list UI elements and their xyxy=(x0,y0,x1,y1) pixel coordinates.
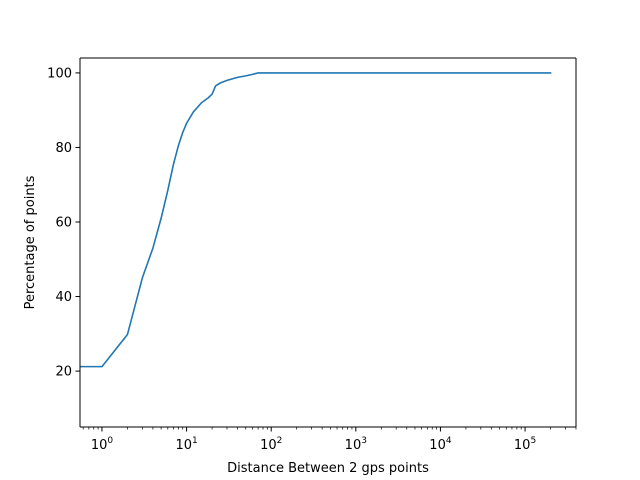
x-tick-label: 102 xyxy=(260,436,282,453)
y-tick-label: 60 xyxy=(55,216,72,231)
y-tick-label: 100 xyxy=(47,66,72,81)
x-tick-label: 104 xyxy=(429,436,452,453)
series-line-0 xyxy=(80,72,552,368)
y-axis-ticks: 20 40 60 80 100 xyxy=(47,66,80,380)
x-tick-label: 105 xyxy=(514,436,536,453)
y-tick-label: 20 xyxy=(55,365,72,380)
y-tick-label: 80 xyxy=(55,141,72,156)
y-tick-label: 40 xyxy=(55,290,72,305)
x-tick-label: 101 xyxy=(175,436,197,453)
x-axis-label: Distance Between 2 gps points xyxy=(227,461,429,476)
series-layer xyxy=(80,72,552,368)
x-tick-label: 103 xyxy=(345,436,367,453)
axes-frame xyxy=(79,57,577,428)
x-axis-ticks: 100 101 102 103 104 105 xyxy=(82,427,577,453)
x-tick-label: 100 xyxy=(91,436,114,453)
y-axis-label: Percentage of points xyxy=(23,175,38,309)
plot-area-background xyxy=(80,58,576,427)
